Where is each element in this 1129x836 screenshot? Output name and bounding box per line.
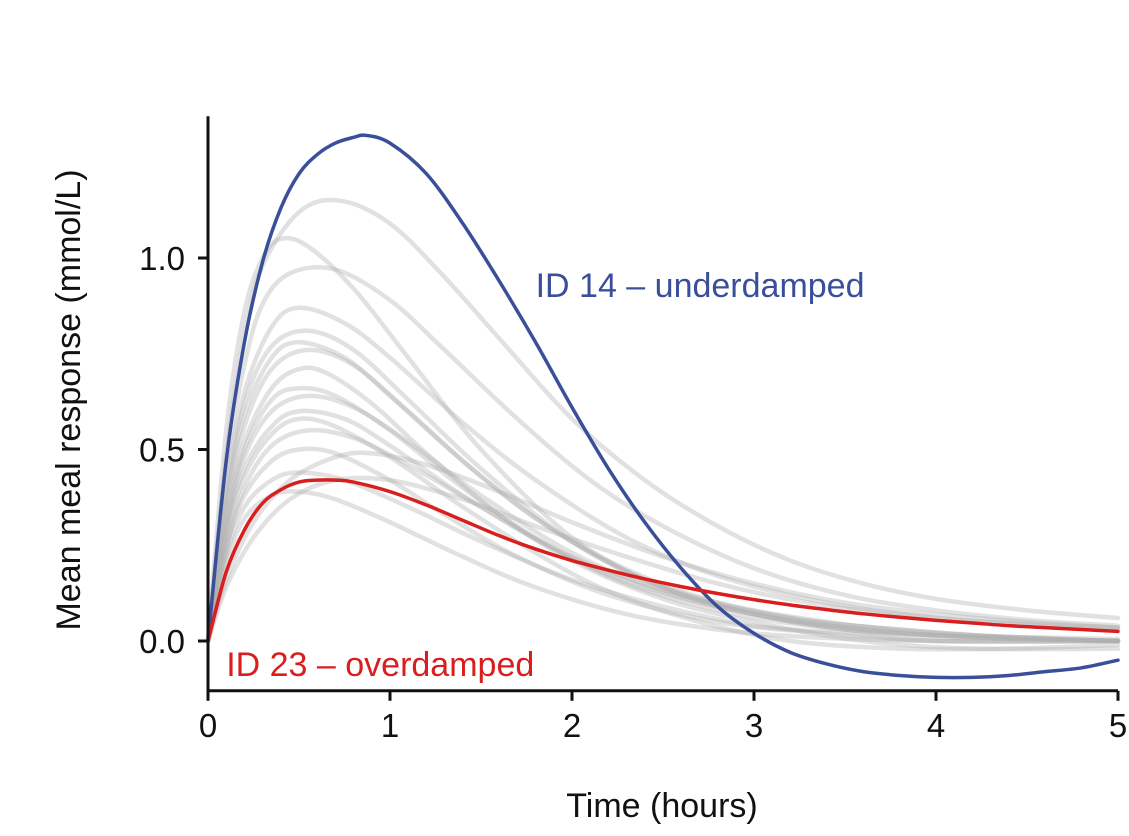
series-line-id-14 <box>206 133 1120 680</box>
background-series-line-13 <box>205 470 1121 644</box>
y-tick-label: 0.0 <box>139 623 185 660</box>
background-series-group <box>205 197 1121 652</box>
x-tick-label: 2 <box>563 707 581 744</box>
background-series-line-18 <box>205 416 1121 652</box>
background-series-line-6 <box>205 340 1121 644</box>
background-series-line-17 <box>205 365 1121 652</box>
background-series-line-16 <box>205 475 1121 644</box>
annotation-id-23: ID 23 – overdamped <box>226 646 534 684</box>
background-series-line-3 <box>205 264 1121 644</box>
background-series-line-8 <box>205 385 1121 644</box>
y-tick-label: 1.0 <box>139 240 185 277</box>
annotation-id-14: ID 14 – underdamped <box>536 267 865 305</box>
y-tick-label: 0.5 <box>139 432 185 469</box>
background-series-line-2 <box>205 235 1121 644</box>
background-series-line-10 <box>205 408 1121 644</box>
y-axis-title: Mean meal response (mmol/L) <box>50 169 88 630</box>
x-axis-title: Time (hours) <box>566 787 757 825</box>
background-series-line-5 <box>205 328 1121 644</box>
x-tick-label: 3 <box>745 707 763 744</box>
background-series-line-4 <box>205 305 1121 644</box>
tick-group: 0 1 2 3 4 5 0.0 0.5 1.0 <box>139 240 1127 744</box>
background-series-line-12 <box>205 446 1121 644</box>
background-series-line-14 <box>205 489 1121 644</box>
x-tick-label: 4 <box>927 707 945 744</box>
annotation-group: ID 14 – underdamped ID 23 – overdamped <box>226 267 864 684</box>
axes <box>206 116 1118 693</box>
x-tick-label: 5 <box>1109 707 1127 744</box>
background-series-line-9 <box>205 393 1121 644</box>
background-series-line-7 <box>205 347 1121 644</box>
x-tick-label: 0 <box>199 707 217 744</box>
background-series-line-15 <box>205 450 1121 644</box>
highlight-series-group <box>206 133 1120 680</box>
x-tick-label: 1 <box>381 707 399 744</box>
background-series-line-11 <box>205 427 1121 644</box>
series-line-id-23 <box>206 478 1120 643</box>
